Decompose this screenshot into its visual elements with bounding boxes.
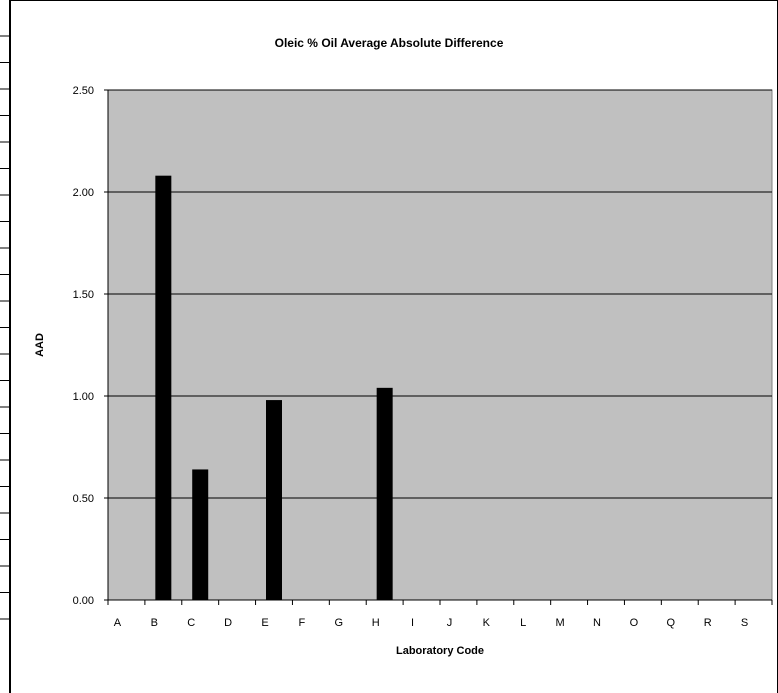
y-tick-label: 2.00 bbox=[73, 187, 94, 199]
x-tick-label: D bbox=[224, 617, 232, 629]
y-tick-label: 0.50 bbox=[73, 493, 94, 505]
x-tick-label: G bbox=[334, 617, 343, 629]
x-tick-label: K bbox=[483, 617, 491, 629]
y-axis: 0.00 0.50 1.00 1.50 2.00 2.50 bbox=[73, 85, 109, 607]
x-tick-label: B bbox=[151, 617, 158, 629]
x-axis-title: Laboratory Code bbox=[396, 645, 484, 657]
x-tick-label: H bbox=[372, 617, 380, 629]
x-tick-label: C bbox=[187, 617, 195, 629]
y-tick-label: 1.00 bbox=[73, 391, 94, 403]
y-tick-label: 2.50 bbox=[73, 85, 94, 97]
bar-E bbox=[266, 400, 282, 600]
x-tick-label: F bbox=[299, 617, 306, 629]
x-tick-label: N bbox=[593, 617, 601, 629]
x-tick-label: S bbox=[741, 617, 748, 629]
x-tick-label: Q bbox=[666, 617, 675, 629]
left-edge-gutter bbox=[0, 0, 10, 693]
x-tick-label: M bbox=[556, 617, 565, 629]
x-tick-label: O bbox=[630, 617, 639, 629]
y-tick-label: 0.00 bbox=[73, 595, 94, 607]
y-tick-label: 1.50 bbox=[73, 289, 94, 301]
x-tick-label: L bbox=[520, 617, 526, 629]
plot-area bbox=[107, 89, 773, 601]
x-tick-label: J bbox=[447, 617, 453, 629]
bar-C bbox=[192, 469, 209, 600]
x-tick-label: A bbox=[114, 617, 122, 629]
bar-H bbox=[376, 387, 393, 600]
y-axis-title: AAD bbox=[34, 333, 46, 357]
bars bbox=[155, 175, 393, 600]
x-tick-label: E bbox=[261, 617, 268, 629]
x-tick-label: I bbox=[411, 617, 414, 629]
bar-B bbox=[155, 175, 172, 600]
x-tick-label: R bbox=[704, 617, 712, 629]
chart-title: Oleic % Oil Average Absolute Difference bbox=[275, 36, 504, 50]
gridlines bbox=[108, 89, 772, 499]
